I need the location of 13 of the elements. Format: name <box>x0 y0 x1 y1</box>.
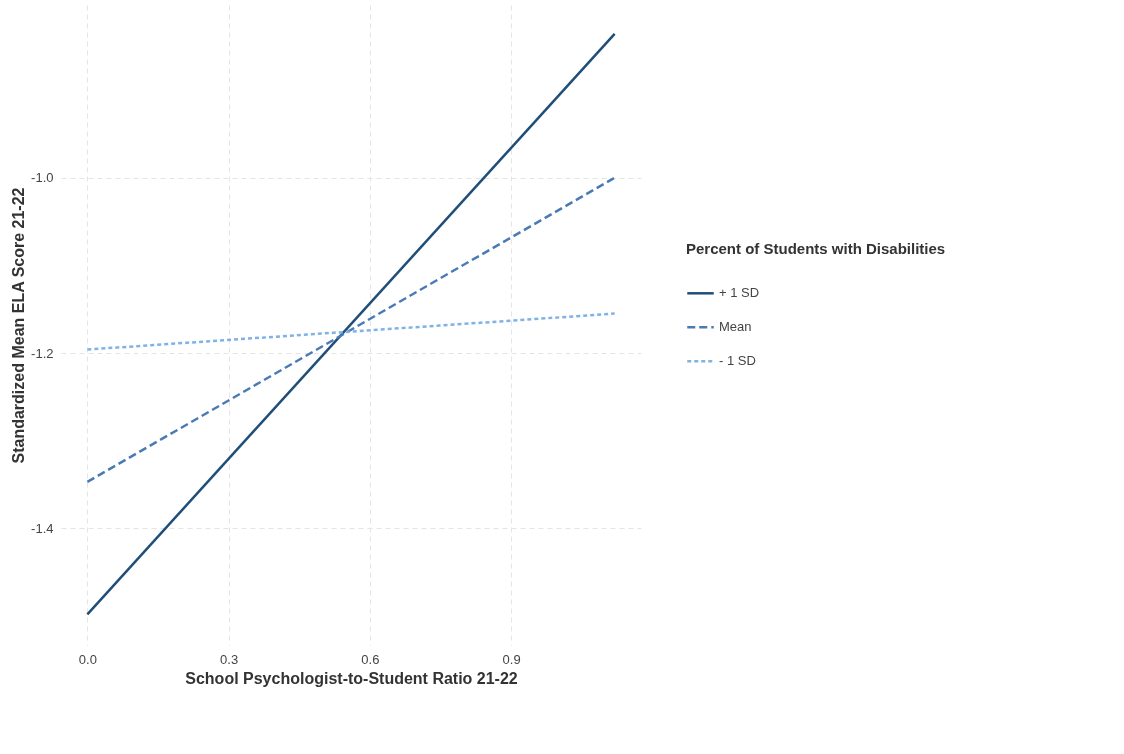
y-tick-label: -1.0 <box>31 170 54 186</box>
y-tick-label: -1.4 <box>31 520 54 536</box>
x-axis-title: School Psychologist-to-Student Ratio 21-22 <box>185 669 518 687</box>
y-tick-label: -1.2 <box>31 345 54 361</box>
legend-label: + 1 SD <box>719 285 760 301</box>
x-tick-label: 0.3 <box>220 651 239 667</box>
legend-label: Mean <box>719 319 752 335</box>
x-tick-label: 0.6 <box>361 651 380 667</box>
legend-label: - 1 SD <box>719 353 756 369</box>
x-tick-label: 0.9 <box>502 651 521 667</box>
legend-title: Percent of Students with Disabilities <box>686 239 946 257</box>
x-tick-label: 0.0 <box>78 651 97 667</box>
y-axis-title: Standardized Mean ELA Score 21-22 <box>10 187 28 464</box>
